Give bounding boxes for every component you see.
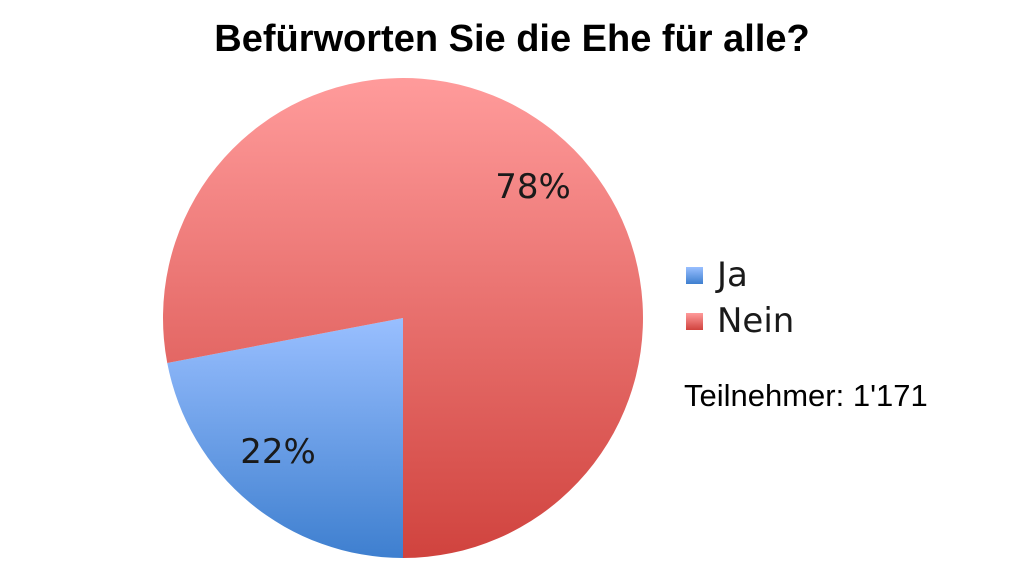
pie-slice-nein xyxy=(162,78,643,559)
participants-annotation: Teilnehmer: 1'171 xyxy=(684,378,928,413)
legend-swatch-ja xyxy=(686,266,703,284)
legend-item-ja: Ja xyxy=(686,252,794,298)
chart-title: Befürworten Sie die Ehe für alle? xyxy=(214,18,810,60)
legend-label-ja: Ja xyxy=(717,255,748,295)
slice-label-ja: 22% xyxy=(240,432,316,472)
legend: Ja Nein xyxy=(686,252,794,344)
pie-slice-ja xyxy=(167,318,403,558)
legend-swatch-nein xyxy=(686,312,703,330)
slice-label-nein: 78% xyxy=(495,167,571,207)
legend-item-nein: Nein xyxy=(686,298,794,344)
legend-label-nein: Nein xyxy=(717,301,795,341)
pie-slices xyxy=(162,78,643,559)
pie-labels: 22% 78% xyxy=(240,167,571,472)
